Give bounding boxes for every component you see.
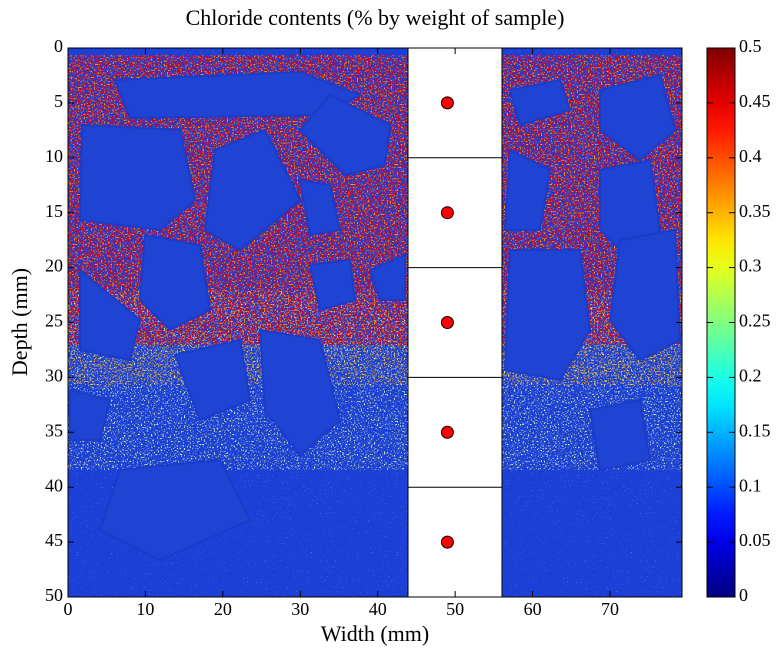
x-tick-label: 20 xyxy=(214,599,232,619)
y-tick-label: 25 xyxy=(45,311,63,331)
colorbar-tick-label: 0.05 xyxy=(739,530,771,550)
colorbar-tick-label: 0.4 xyxy=(739,146,762,166)
x-axis-label: Width (mm) xyxy=(321,621,430,646)
sample-point xyxy=(440,206,454,220)
colorbar-tick-label: 0.3 xyxy=(739,256,762,276)
y-tick-label: 5 xyxy=(54,91,63,111)
y-tick-label: 45 xyxy=(45,530,63,550)
y-tick-label: 15 xyxy=(45,201,63,221)
y-tick-label: 0 xyxy=(54,36,63,56)
chart-title: Chloride contents (% by weight of sample… xyxy=(186,5,565,30)
y-tick-label: 20 xyxy=(45,256,63,276)
y-tick-label: 10 xyxy=(45,146,63,166)
sample-point xyxy=(440,96,454,110)
y-tick-label: 40 xyxy=(45,475,63,495)
x-tick-label: 10 xyxy=(136,599,154,619)
y-tick-label: 35 xyxy=(45,420,63,440)
chloride-map xyxy=(68,48,682,597)
sample-panel xyxy=(407,47,503,598)
x-tick-label: 60 xyxy=(524,599,542,619)
sample-point xyxy=(440,425,454,439)
x-tick-label: 50 xyxy=(446,599,464,619)
x-tick-label: 0 xyxy=(64,599,73,619)
colorbar-tick-label: 0.5 xyxy=(739,36,762,56)
x-tick-label: 30 xyxy=(291,599,309,619)
colorbar-tick-label: 0.1 xyxy=(739,475,762,495)
colorbar-tick-label: 0.35 xyxy=(739,201,771,221)
x-tick-label: 40 xyxy=(369,599,387,619)
colorbar-tick-label: 0 xyxy=(739,585,748,605)
x-tick-label: 70 xyxy=(601,599,619,619)
colorbar-tick-label: 0.15 xyxy=(739,420,771,440)
colorbar-tick-label: 0.25 xyxy=(739,311,771,331)
sample-point xyxy=(440,535,454,549)
sample-point xyxy=(440,316,454,329)
colorbar-tick-label: 0.45 xyxy=(739,91,771,111)
y-tick-label: 30 xyxy=(45,366,63,386)
y-axis-label: Depth (mm) xyxy=(7,268,32,376)
y-tick-label: 50 xyxy=(45,585,63,605)
colorbar-tick-label: 0.2 xyxy=(739,366,762,386)
